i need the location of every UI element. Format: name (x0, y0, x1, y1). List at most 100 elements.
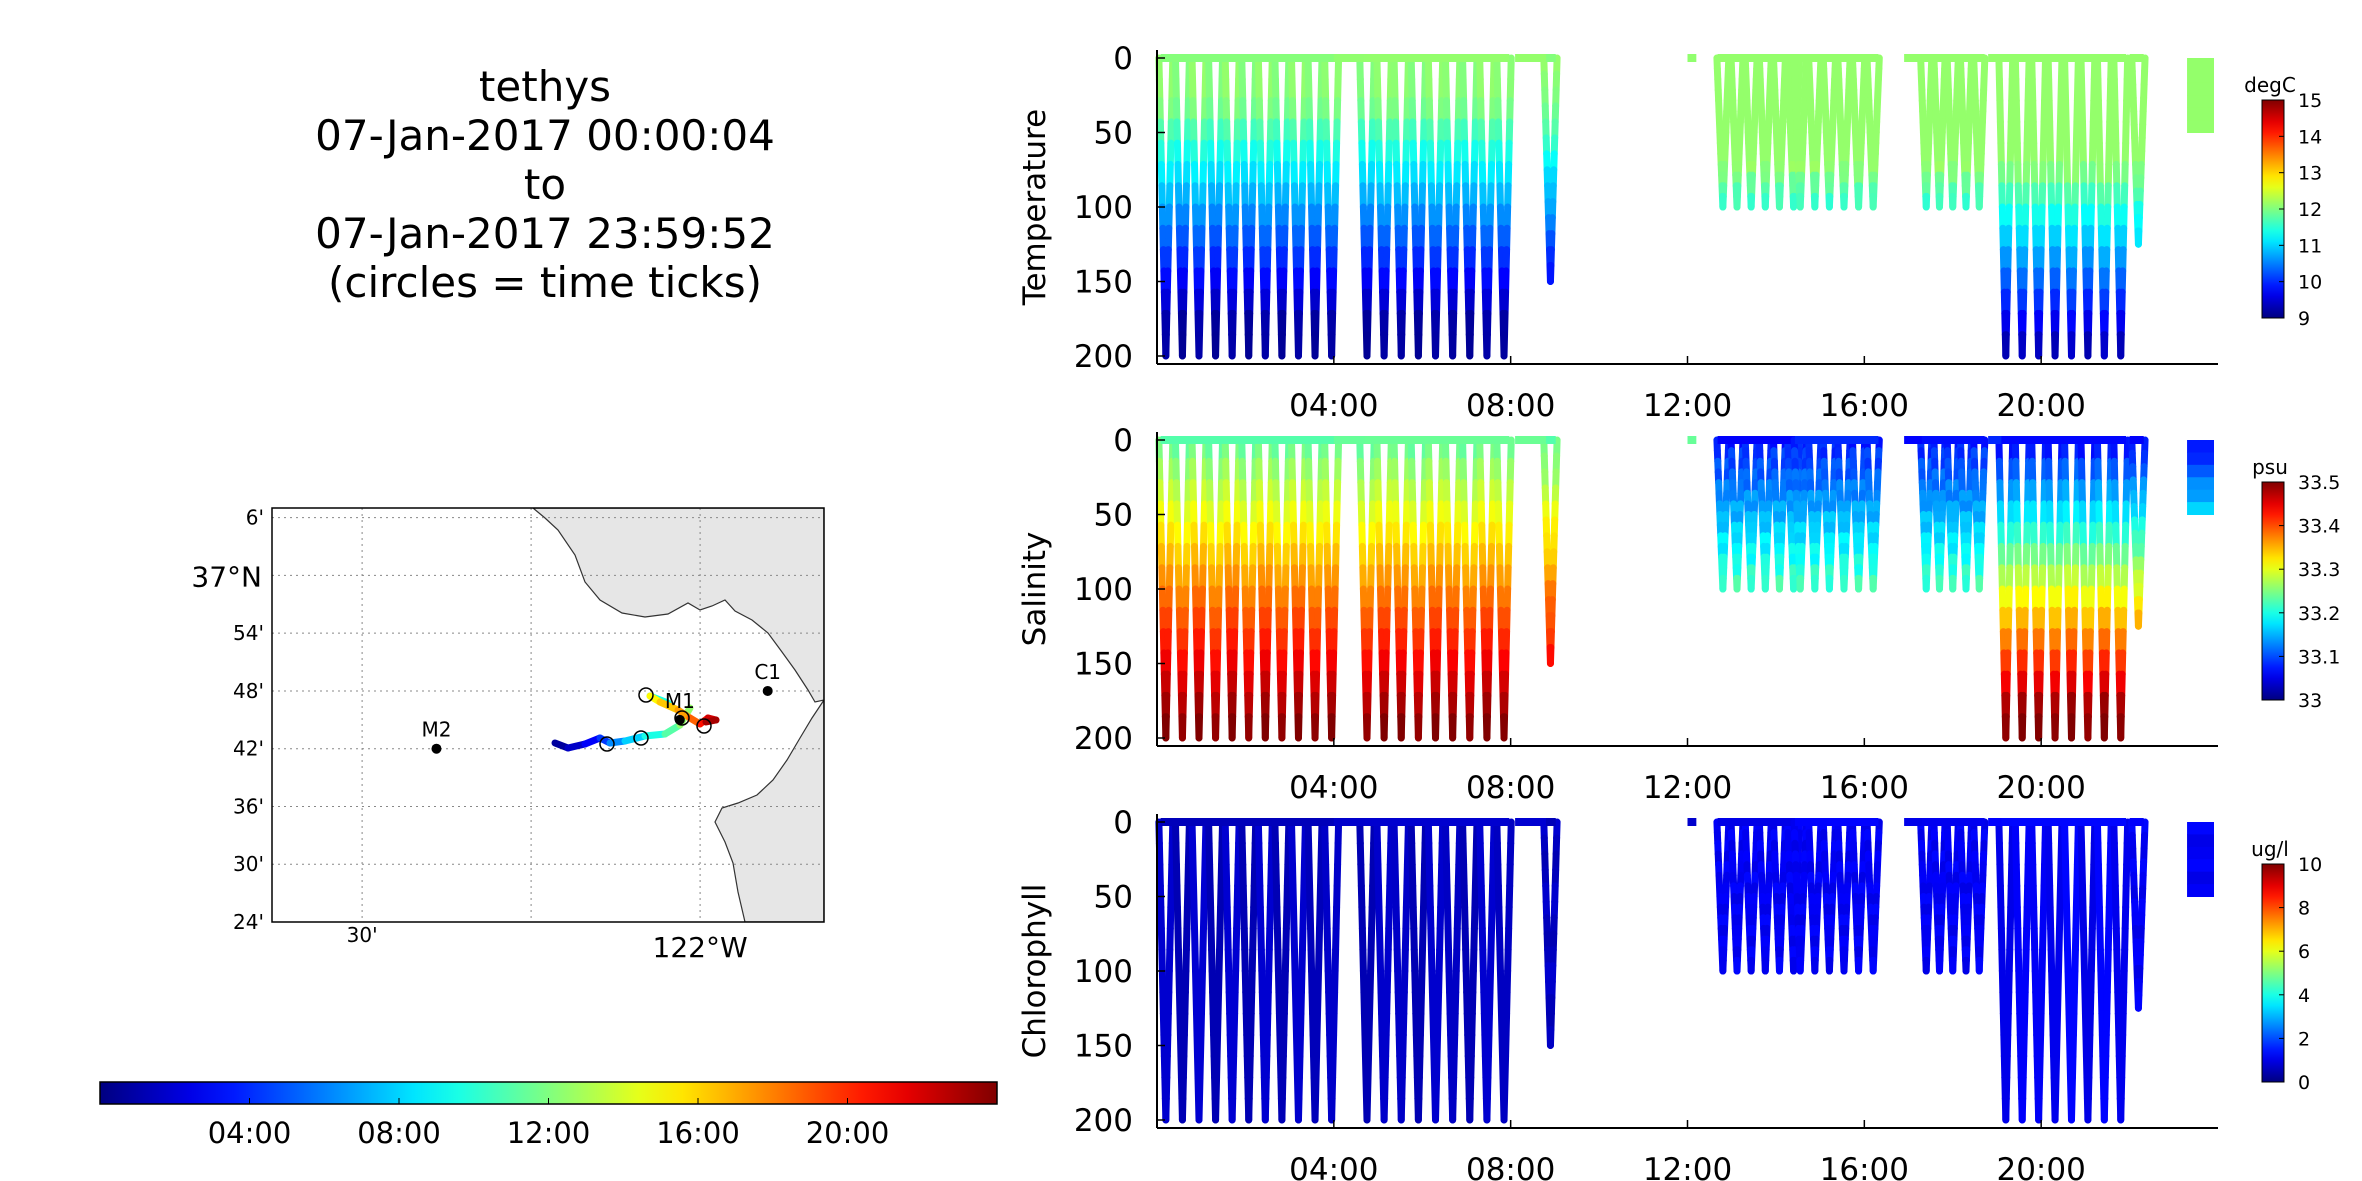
time-tick-circle (696, 718, 712, 734)
profile-ascent (1414, 1095, 1423, 1124)
profile-descent (1495, 542, 1504, 572)
profile-ascent (1416, 1010, 1425, 1039)
profile-descent (1476, 457, 1485, 487)
profile-ascent (1366, 585, 1375, 614)
profile-descent (1496, 967, 1505, 996)
profile-descent (1493, 839, 1502, 869)
profile-ascent (1503, 988, 1511, 1018)
profile-ascent (1502, 1031, 1510, 1060)
profile-ascent (1469, 564, 1478, 593)
profile-ascent (1470, 521, 1479, 550)
profile-ascent (1484, 1031, 1493, 1060)
time-tick-circle (633, 730, 649, 746)
profile-descent (1391, 861, 1400, 890)
profile-ascent (1455, 75, 1463, 105)
colorbar-tick-label: 33.3 (2298, 559, 2340, 581)
profile-descent (1426, 521, 1435, 550)
profile-ascent (1468, 606, 1477, 636)
profile-ascent (1466, 309, 1475, 339)
profile-descent (1411, 967, 1419, 996)
profile-ascent (1381, 670, 1390, 699)
profile-descent (1462, 967, 1471, 996)
profile-descent (1480, 246, 1489, 275)
profile-ascent (1385, 521, 1393, 550)
profile-ascent (1364, 1073, 1372, 1103)
colorbar-units: ug/l (2251, 837, 2289, 861)
profile-descent (1444, 542, 1453, 572)
profile-ascent (1418, 542, 1427, 572)
profile-descent (1443, 118, 1452, 147)
profile-ascent (1401, 542, 1410, 572)
map-lon-label: 30' (347, 923, 378, 947)
profile-ascent (1414, 331, 1423, 360)
profile-ascent (1485, 1010, 1493, 1039)
profile-ascent (1433, 649, 1442, 678)
profile-ascent (1471, 500, 1479, 529)
profile-descent (1444, 160, 1453, 190)
profile-ascent (1505, 139, 1513, 168)
profile-ascent (1366, 224, 1374, 254)
profile-descent (1428, 988, 1437, 1018)
profile-ascent (1402, 118, 1411, 147)
profile-descent (1425, 839, 1433, 869)
profile-descent (1359, 585, 1368, 614)
profile-descent (1478, 542, 1487, 572)
profile-descent (1393, 564, 1402, 593)
profile-ascent (1398, 691, 1406, 721)
profile-descent (1360, 628, 1369, 657)
profile-ascent (1421, 75, 1429, 105)
profile-descent (1425, 97, 1434, 126)
profile-ascent (1487, 924, 1496, 954)
profile-ascent (1470, 924, 1478, 954)
profile-ascent (1366, 203, 1375, 232)
profile-descent (1497, 224, 1505, 254)
colorbar-units: degC (2244, 73, 2296, 97)
profile-ascent (1382, 628, 1391, 657)
profile-descent (1478, 924, 1487, 954)
profile-descent (1425, 457, 1433, 487)
colorbar-tick-label: 13 (2298, 163, 2322, 185)
profile-descent (1429, 628, 1437, 657)
profile-ascent (1433, 267, 1442, 296)
profile-ascent (1449, 1073, 1458, 1103)
colorbar-tick-label: 8 (2298, 898, 2310, 920)
profile-descent (1442, 479, 1451, 508)
profile-ascent (1503, 203, 1512, 232)
profile-ascent (1506, 75, 1515, 105)
profile-descent (1496, 585, 1505, 614)
profile-descent (1442, 861, 1451, 890)
profile-descent (1392, 139, 1401, 168)
profile-ascent (1485, 988, 1494, 1018)
profile-descent (1392, 500, 1400, 529)
profile-ascent (1466, 331, 1474, 360)
profile-ascent (1369, 839, 1378, 869)
profile-ascent (1506, 457, 1515, 487)
profile-descent (1494, 882, 1503, 911)
profile-descent (1428, 203, 1436, 232)
profile-ascent (1435, 967, 1443, 996)
profile-ascent (1504, 182, 1512, 211)
profile-ascent (1402, 882, 1411, 911)
profile-descent (1359, 967, 1368, 996)
profile-ascent (1383, 224, 1391, 254)
y-tick-label: 0 (1113, 805, 1133, 841)
profile-ascent (1488, 882, 1497, 911)
profile-ascent (1452, 967, 1460, 996)
profile-descent (1394, 585, 1402, 614)
x-tick-label: 04:00 (1289, 1152, 1378, 1181)
profile-ascent (1421, 839, 1429, 869)
profile-descent (1476, 75, 1485, 105)
profile-ascent (1417, 606, 1425, 636)
map-lat-label: 42' (233, 737, 264, 761)
profile-descent (1394, 988, 1403, 1018)
profile-descent (1358, 542, 1367, 572)
title-block: tethys 07-Jan-2017 00:00:04 to 07-Jan-20… (220, 62, 870, 307)
profile-descent (1460, 97, 1468, 126)
profile-descent (1429, 1010, 1437, 1039)
profile-ascent (1453, 160, 1461, 190)
y-tick-label: 0 (1113, 41, 1133, 77)
profile-ascent (1488, 500, 1497, 529)
profile-descent (1428, 606, 1437, 636)
profile-descent (1478, 139, 1486, 168)
profile-ascent (1400, 224, 1408, 254)
